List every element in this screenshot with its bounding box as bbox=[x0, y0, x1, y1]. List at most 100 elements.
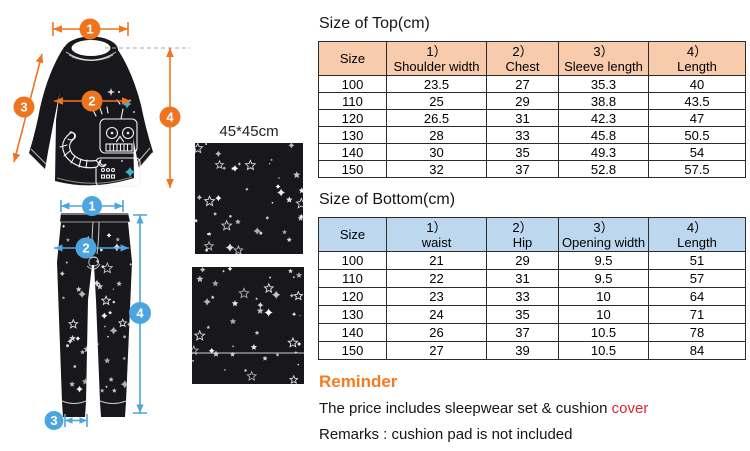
star-icon bbox=[230, 351, 236, 357]
star-icon bbox=[254, 330, 260, 335]
table-cell: 35 bbox=[486, 143, 559, 161]
svg-text:3: 3 bbox=[50, 413, 57, 428]
star-icon bbox=[122, 99, 132, 109]
star-icon bbox=[59, 270, 65, 277]
size-chart-page: { "colors": { "marker_orange": "#EE7420"… bbox=[12, 15, 746, 443]
table-row: 140 26 37 10.5 78 bbox=[318, 323, 746, 342]
star-icon bbox=[100, 388, 105, 393]
star-icon bbox=[233, 244, 244, 254]
bottom-table-title: Size of Bottom(cm) bbox=[319, 191, 456, 208]
svg-text:1: 1 bbox=[86, 22, 93, 37]
star-icon bbox=[206, 325, 211, 329]
svg-text:4: 4 bbox=[136, 306, 144, 321]
pants-waistband bbox=[60, 213, 130, 222]
star-icon bbox=[256, 307, 264, 314]
star-icon bbox=[210, 295, 215, 299]
measurement-marker-bottom-3: 3 bbox=[44, 411, 88, 430]
star-icon bbox=[288, 268, 293, 274]
star-icon bbox=[264, 308, 273, 317]
star-icon bbox=[244, 369, 247, 372]
star-icon bbox=[105, 385, 108, 389]
star-icon bbox=[101, 261, 114, 274]
table-cell: 28 bbox=[386, 126, 487, 144]
star-icon bbox=[293, 171, 301, 179]
star-icon bbox=[81, 378, 89, 385]
star-icon bbox=[117, 318, 128, 328]
col-header-hip: 2） Hip bbox=[486, 217, 559, 252]
star-icon bbox=[207, 231, 212, 236]
star-icon bbox=[112, 288, 115, 291]
table-row: 110 22 31 9.5 57 bbox=[318, 269, 746, 288]
col-header-sleeve-length: 3） Sleeve length bbox=[558, 41, 649, 76]
table-cell: 52.8 bbox=[558, 160, 649, 178]
star-icon bbox=[129, 262, 132, 266]
col-header-length: 4） Length bbox=[648, 217, 746, 252]
star-icon bbox=[75, 335, 81, 342]
moon-icon bbox=[98, 159, 107, 168]
star-icon bbox=[61, 296, 66, 300]
star-icon bbox=[80, 349, 85, 355]
table-row: 140 30 35 49.3 54 bbox=[318, 143, 746, 161]
star-icon bbox=[65, 237, 70, 242]
table-cell: 71 bbox=[648, 305, 746, 324]
measurement-marker-top-2: 2 bbox=[54, 90, 131, 112]
table-cell: 29 bbox=[486, 92, 559, 110]
reminder-section: Reminder The price includes sleepwear se… bbox=[318, 372, 745, 445]
star-icon bbox=[108, 376, 114, 382]
star-icon bbox=[212, 350, 220, 357]
reminder-line-1: The price includes sleepwear set & cushi… bbox=[319, 399, 745, 419]
star-icon bbox=[225, 243, 235, 252]
table-cell: 130 bbox=[318, 305, 387, 324]
measurement-marker-top-1: 1 bbox=[52, 18, 129, 40]
star-icon bbox=[231, 300, 239, 307]
cushion-size-label: 45*45cm bbox=[219, 123, 278, 140]
table-cell: 31 bbox=[486, 269, 559, 288]
star-icon bbox=[203, 195, 216, 207]
star-icon bbox=[87, 339, 100, 351]
table-cell: 43.5 bbox=[648, 92, 746, 110]
star-icon bbox=[297, 215, 303, 221]
cushion-swatch-back bbox=[192, 267, 304, 384]
star-icon bbox=[231, 345, 235, 348]
star-icon bbox=[259, 231, 263, 235]
star-icon bbox=[128, 389, 132, 395]
table-cell: 27 bbox=[386, 341, 487, 360]
star-icon bbox=[271, 201, 274, 204]
col-header-waist: 1） waist bbox=[386, 217, 487, 252]
star-icon bbox=[126, 395, 132, 402]
star-icon bbox=[192, 359, 194, 362]
star-icon bbox=[126, 322, 131, 327]
table-cell: 27 bbox=[486, 75, 559, 93]
star-icon bbox=[212, 280, 219, 287]
col-header-shoulder-width: 1） Shoulder width bbox=[386, 41, 487, 76]
pants-right-cuff bbox=[100, 402, 126, 417]
star-icon bbox=[275, 184, 281, 190]
star-icon bbox=[222, 269, 225, 273]
table-row: 100 21 29 9.5 51 bbox=[318, 251, 746, 270]
star-icon bbox=[76, 385, 83, 393]
measurement-marker-bottom-2: 2 bbox=[54, 237, 129, 259]
svg-text:1: 1 bbox=[88, 199, 95, 214]
star-icon bbox=[213, 211, 218, 216]
top-table-title: Size of Top(cm) bbox=[319, 15, 430, 32]
table-cell: 140 bbox=[318, 143, 387, 161]
table-cell: 10 bbox=[558, 287, 649, 306]
star-icon bbox=[253, 227, 261, 235]
star-icon bbox=[289, 293, 294, 298]
star-icon bbox=[286, 196, 293, 203]
table-cell: 54 bbox=[648, 143, 746, 161]
star-icon bbox=[296, 341, 302, 347]
star-icon bbox=[292, 276, 295, 279]
table-cell: 57.5 bbox=[648, 160, 746, 178]
star-icon bbox=[199, 267, 206, 273]
pajama-pants-graphic: 1 2 4 3 bbox=[44, 196, 151, 430]
robot-print bbox=[59, 88, 141, 193]
star-icon bbox=[250, 343, 258, 350]
star-icon bbox=[104, 357, 111, 364]
star-icon bbox=[69, 334, 76, 342]
star-icon bbox=[195, 219, 198, 223]
star-icon bbox=[229, 318, 237, 325]
measurement-marker-bottom-4: 4 bbox=[129, 214, 151, 414]
star-icon bbox=[288, 143, 295, 149]
top-size-table: Size 1） Shoulder width 2） Chest 3） Sleeve l… bbox=[318, 41, 746, 178]
